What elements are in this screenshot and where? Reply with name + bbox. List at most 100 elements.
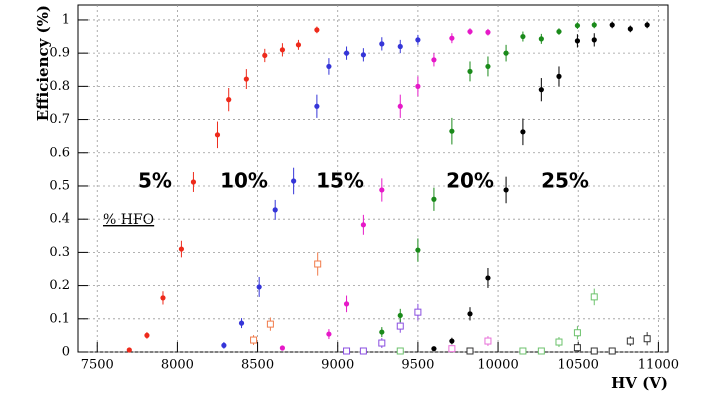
open-marker bbox=[626, 337, 634, 345]
x-tick-label: 11000 bbox=[638, 358, 679, 373]
marker bbox=[574, 38, 581, 44]
x-tick-label: 8000 bbox=[161, 358, 194, 373]
y-tick-label: 0.9 bbox=[49, 46, 70, 61]
open-marker bbox=[590, 347, 598, 355]
open-marker bbox=[359, 347, 367, 355]
series-label: 10% bbox=[220, 169, 268, 193]
x-tick-label: 9500 bbox=[401, 358, 434, 373]
marker bbox=[415, 37, 421, 43]
series-label: 15% bbox=[316, 169, 364, 193]
marker bbox=[360, 222, 366, 228]
series-label: 25% bbox=[541, 169, 589, 193]
open-marker bbox=[608, 347, 616, 355]
marker bbox=[591, 37, 597, 43]
marker bbox=[538, 36, 544, 42]
marker bbox=[431, 57, 437, 63]
y-tick-label: 0.6 bbox=[49, 145, 70, 160]
y-tick-label: 0.3 bbox=[49, 245, 70, 260]
marker bbox=[591, 22, 597, 28]
marker bbox=[314, 27, 320, 33]
marker bbox=[520, 33, 526, 40]
marker bbox=[503, 50, 509, 56]
marker bbox=[262, 52, 268, 59]
marker bbox=[503, 187, 509, 193]
marker bbox=[279, 47, 286, 53]
marker bbox=[467, 311, 473, 317]
open-marker bbox=[314, 260, 322, 268]
marker bbox=[326, 331, 332, 337]
y-tick-label: 0 bbox=[62, 345, 70, 360]
marker bbox=[221, 342, 227, 348]
marker bbox=[160, 295, 166, 301]
open-marker bbox=[448, 345, 456, 353]
marker bbox=[644, 22, 650, 28]
marker bbox=[556, 28, 562, 35]
open-marker bbox=[466, 347, 474, 355]
marker bbox=[379, 187, 385, 193]
marker bbox=[397, 103, 403, 109]
open-marker bbox=[343, 347, 351, 355]
y-tick-label: 1 bbox=[62, 12, 70, 27]
open-marker bbox=[573, 329, 581, 337]
marker bbox=[190, 179, 197, 185]
marker bbox=[415, 247, 421, 253]
open-marker bbox=[590, 293, 598, 301]
x-tick-label: 9000 bbox=[321, 358, 354, 373]
marker bbox=[295, 42, 302, 48]
y-tick-label: 0.8 bbox=[49, 79, 70, 94]
y-tick-label: 0.2 bbox=[49, 278, 70, 293]
marker bbox=[449, 128, 455, 134]
marker bbox=[520, 129, 526, 135]
y-tick-label: 0.1 bbox=[49, 311, 70, 326]
marker bbox=[574, 22, 581, 29]
marker bbox=[397, 312, 403, 319]
open-marker bbox=[250, 336, 258, 344]
marker bbox=[485, 63, 491, 70]
open-marker bbox=[643, 335, 651, 343]
open-marker bbox=[555, 338, 563, 346]
x-axis-label: HV (V) bbox=[611, 374, 668, 392]
y-tick-label: 0.4 bbox=[49, 212, 70, 227]
marker bbox=[431, 346, 437, 352]
marker bbox=[126, 347, 132, 353]
marker bbox=[214, 132, 221, 138]
marker bbox=[256, 284, 262, 290]
open-marker bbox=[573, 344, 581, 352]
marker bbox=[379, 41, 385, 47]
open-marker bbox=[484, 337, 492, 345]
marker bbox=[609, 22, 615, 28]
marker bbox=[326, 63, 332, 70]
marker bbox=[379, 329, 385, 335]
x-tick-label: 7500 bbox=[81, 358, 114, 373]
series-label: 20% bbox=[446, 169, 494, 193]
marker bbox=[314, 103, 320, 109]
marker bbox=[178, 246, 185, 252]
marker bbox=[485, 29, 491, 35]
x-tick-label: 10500 bbox=[558, 358, 599, 373]
y-tick-label: 0.7 bbox=[49, 112, 70, 127]
marker bbox=[467, 28, 473, 35]
marker bbox=[431, 196, 437, 202]
open-marker bbox=[396, 347, 404, 355]
marker bbox=[279, 345, 286, 351]
x-tick-label: 8500 bbox=[241, 358, 274, 373]
marker bbox=[238, 320, 245, 326]
marker bbox=[272, 207, 278, 213]
marker bbox=[556, 73, 562, 79]
marker bbox=[243, 76, 249, 82]
marker bbox=[449, 338, 455, 344]
marker bbox=[415, 83, 421, 89]
marker bbox=[397, 43, 403, 50]
marker bbox=[467, 68, 473, 75]
marker bbox=[226, 97, 232, 103]
marker bbox=[291, 178, 297, 184]
annotation: % HFO bbox=[103, 212, 154, 228]
open-marker bbox=[266, 320, 274, 328]
marker bbox=[144, 332, 150, 338]
marker bbox=[449, 35, 455, 41]
marker bbox=[360, 52, 366, 58]
marker bbox=[485, 275, 491, 281]
y-tick-label: 0.5 bbox=[49, 178, 70, 193]
x-tick-label: 10000 bbox=[477, 358, 518, 373]
